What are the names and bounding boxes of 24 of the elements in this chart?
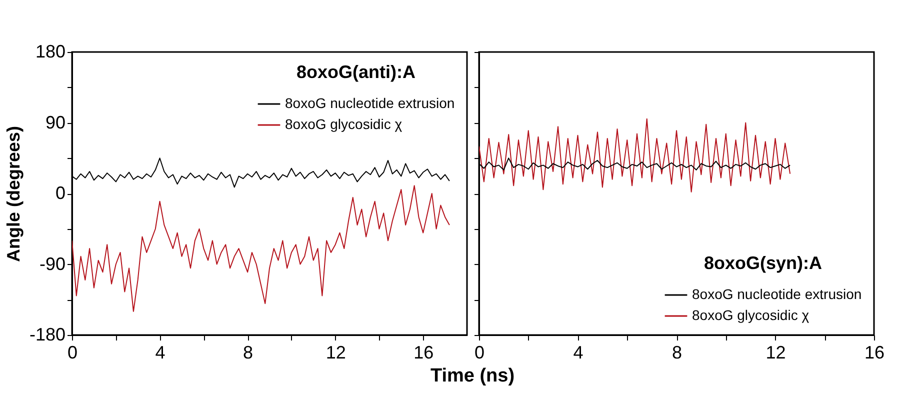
line-series <box>72 185 450 312</box>
x-tick-label: 16 <box>864 342 885 362</box>
y-tick-label: 90 <box>45 112 66 132</box>
y-axis-title: Angle (degrees) <box>3 126 24 262</box>
y-tick-label: -90 <box>39 254 66 274</box>
legend-label: 8oxoG nucleotide extrusion <box>285 95 455 111</box>
legend-label: 8oxoG glycosidic χ <box>285 116 403 132</box>
legend-title: 8oxoG(syn):A <box>704 253 822 273</box>
x-tick-label: 8 <box>672 342 682 362</box>
y-tick-label: -180 <box>29 324 66 344</box>
legend-label: 8oxoG glycosidic χ <box>692 307 810 323</box>
x-tick-label: 4 <box>155 342 166 362</box>
x-tick-label: 12 <box>326 342 346 362</box>
y-tick-label: 180 <box>35 42 66 62</box>
x-tick-label: 12 <box>766 342 786 362</box>
x-tick-label: 16 <box>414 342 434 362</box>
y-tick-label: 0 <box>55 183 66 203</box>
x-tick-label: 0 <box>67 342 78 362</box>
x-tick-label: 8 <box>243 342 254 362</box>
legend-label: 8oxoG nucleotide extrusion <box>692 286 862 302</box>
x-tick-label: 4 <box>573 342 584 362</box>
legend-title: 8oxoG(anti):A <box>296 62 416 82</box>
x-tick-label: 0 <box>474 342 485 362</box>
x-axis-title: Time (ns) <box>430 366 515 386</box>
